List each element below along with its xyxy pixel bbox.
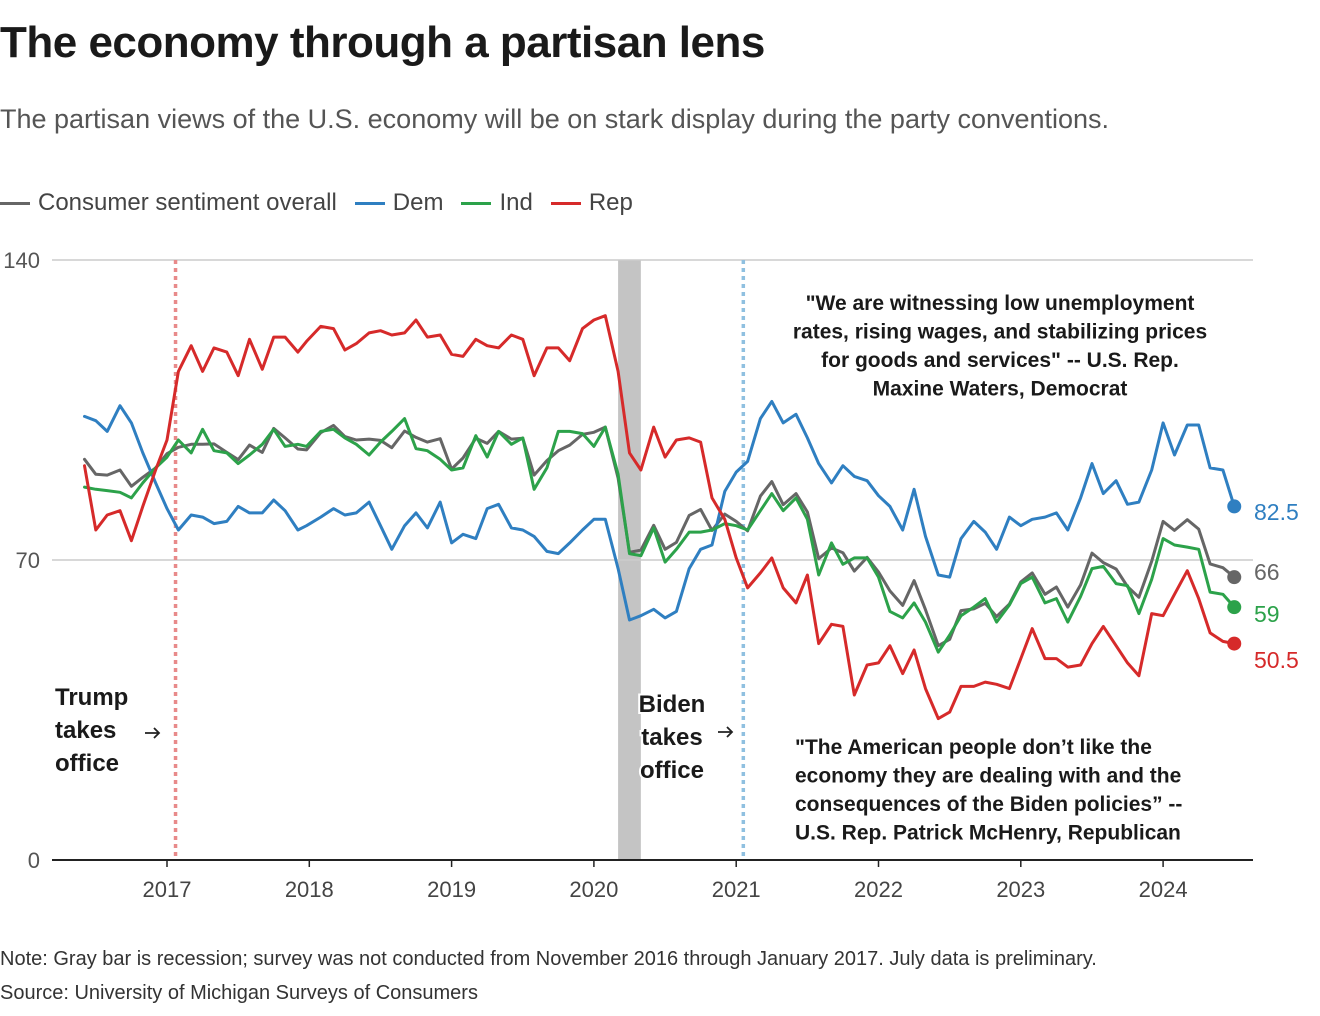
event-arrow-0: [145, 727, 161, 739]
end-label-ind: 59: [1254, 601, 1280, 627]
legend-label-ind: Ind: [499, 189, 533, 216]
legend: Consumer sentiment overall Dem Ind Rep: [0, 186, 651, 220]
quote-mchenry-line: "The American people don’t like the: [795, 736, 1152, 759]
legend-item-dem[interactable]: Dem: [354, 189, 444, 217]
x-tick-label-2024: 2024: [1139, 877, 1188, 902]
y-tick-label-70: 70: [16, 548, 40, 573]
quote-waters-line: "We are witnessing low unemployment: [806, 292, 1195, 315]
event-label-0: Trump takes office: [55, 684, 128, 777]
legend-swatch-dem: [354, 201, 385, 205]
gridlines: [52, 259, 1253, 561]
event-arrow-1: [718, 726, 734, 738]
end-label-dem: 82.5: [1254, 499, 1299, 525]
end-dot-rep[interactable]: [1227, 636, 1242, 651]
series-lines: [83, 314, 1236, 721]
x-tick-label-2022: 2022: [854, 877, 903, 902]
axes: 0 70 140 2017 2018 2019 2020 2021 2022 2023 2024: [3, 248, 1253, 902]
quote-mchenry-line: consequences of the Biden policies” --: [795, 793, 1182, 816]
event-label-1: Biden takes office: [639, 691, 706, 784]
y-tick-label-140: 140: [3, 248, 40, 273]
source-note: Source: University of Michigan Surveys o…: [0, 982, 478, 1004]
end-dot-consumer[interactable]: [1227, 570, 1242, 585]
series-line-dem[interactable]: [83, 399, 1236, 622]
legend-item-ind[interactable]: Ind: [461, 189, 533, 217]
event-lines: [173, 260, 746, 860]
series-line-rep[interactable]: [83, 314, 1236, 721]
chart-subtitle: The partisan views of the U.S. economy w…: [0, 104, 1110, 134]
quote-mchenry-line: economy they are dealing with and the: [795, 765, 1181, 788]
legend-item-rep[interactable]: Rep: [550, 189, 633, 217]
legend-swatch-overall: [0, 201, 30, 205]
line-chart: 82.5 66 59 50.5 0 70 140 2017 2018 2019 2020 2021 2…: [3, 248, 1299, 902]
chart-title: The economy through a partisan lens: [0, 18, 765, 67]
y-tick-label-0: 0: [28, 848, 40, 873]
quote-waters-line: Maxine Waters, Democrat: [873, 378, 1128, 401]
x-tick-label-2021: 2021: [712, 877, 761, 902]
end-dot-ind[interactable]: [1227, 600, 1242, 615]
x-tick-label-2017: 2017: [143, 877, 192, 902]
end-markers: 82.5 66 59 50.5: [1227, 499, 1299, 673]
legend-label-dem: Dem: [392, 189, 444, 216]
legend-item-overall[interactable]: Consumer sentiment overall: [0, 189, 337, 217]
end-label-rep: 50.5: [1254, 647, 1299, 673]
quote-waters-line: for goods and services" -- U.S. Rep.: [821, 349, 1179, 372]
series-line-ind[interactable]: [83, 417, 1236, 654]
quote-mchenry-line: U.S. Rep. Patrick McHenry, Republican: [795, 822, 1181, 845]
x-tick-label-2019: 2019: [427, 877, 476, 902]
quote-mchenry: "The American people don’t like the econo…: [795, 736, 1182, 845]
x-tick-label-2023: 2023: [996, 877, 1045, 902]
quote-waters-line: rates, rising wages, and stabilizing pri…: [793, 321, 1207, 344]
legend-label-overall: Consumer sentiment overall: [38, 189, 337, 216]
legend-label-rep: Rep: [588, 189, 633, 216]
annotations: Trump takes office Biden takes office "We are …: [53, 290, 1209, 847]
end-label-consumer: 66: [1254, 559, 1280, 585]
legend-swatch-ind: [461, 201, 492, 205]
quote-waters: "We are witnessing low unemployment rates…: [793, 292, 1207, 401]
x-tick-label-2018: 2018: [285, 877, 334, 902]
legend-swatch-rep: [550, 201, 581, 205]
footnote: Note: Gray bar is recession; survey was …: [0, 948, 1097, 970]
end-dot-dem[interactable]: [1227, 499, 1242, 514]
x-tick-label-2020: 2020: [569, 877, 618, 902]
